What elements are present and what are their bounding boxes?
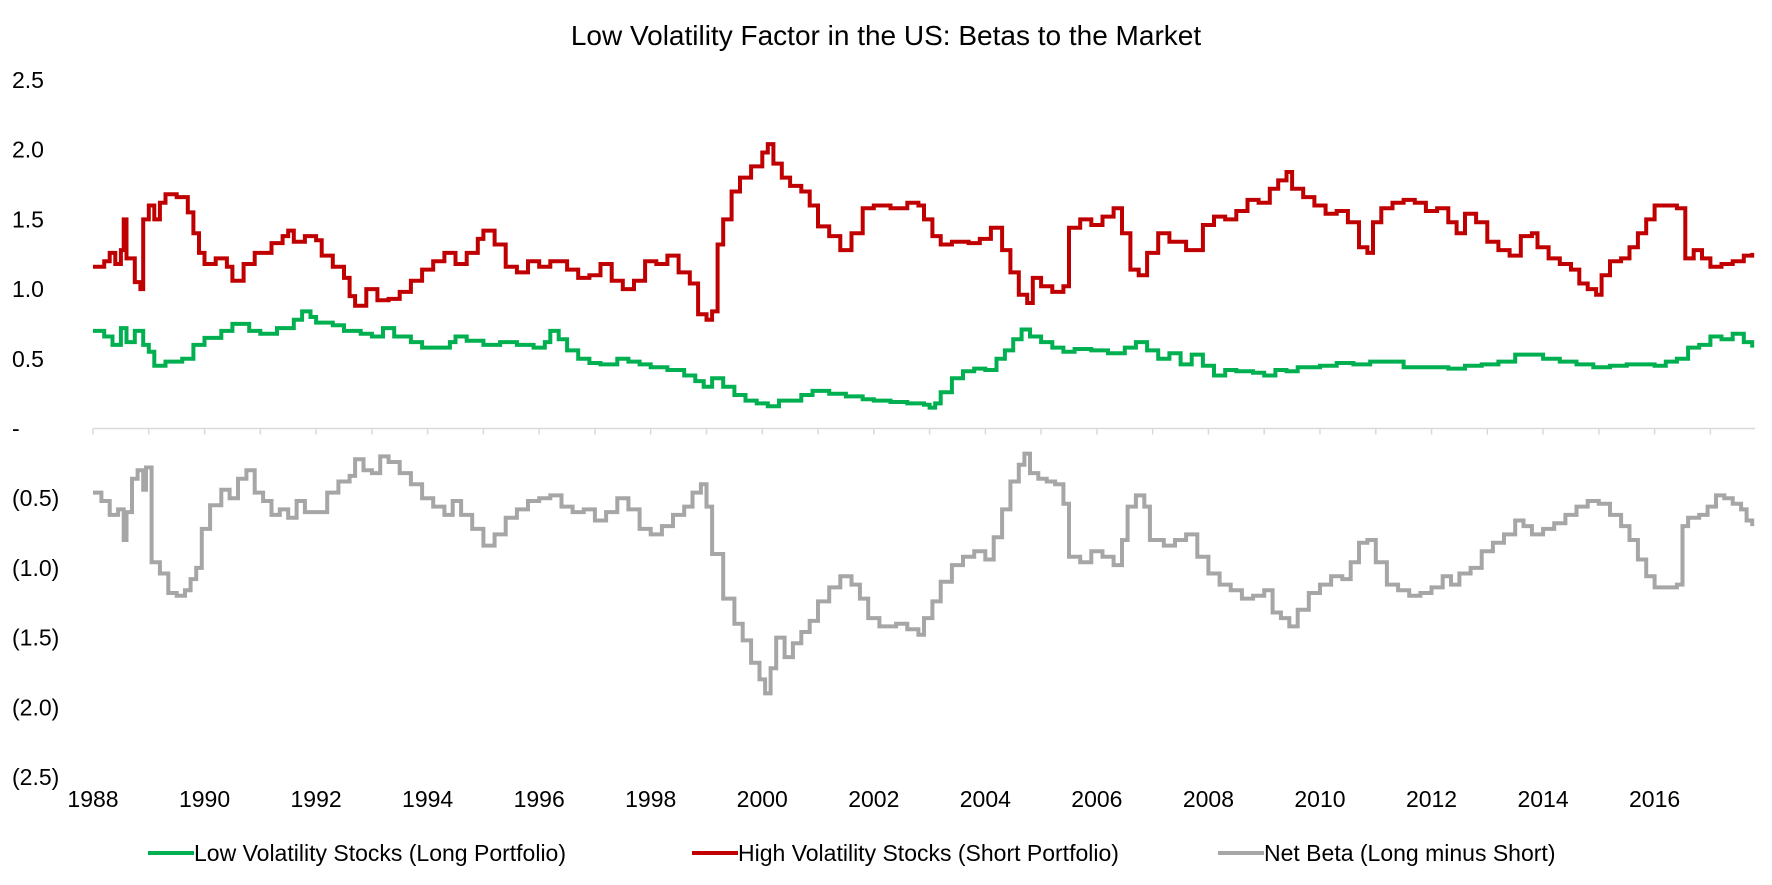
legend-label: Net Beta (Long minus Short) [1264,840,1555,866]
x-tick-label: 1992 [291,786,342,812]
x-tick-label: 2008 [1183,786,1234,812]
y-tick-label: 0.5 [12,346,44,372]
x-tick-label: 1998 [625,786,676,812]
legend-label: High Volatility Stocks (Short Portfolio) [738,840,1119,866]
y-tick-label: (1.5) [12,625,59,651]
y-axis: 2.5 2.0 1.5 1.0 0.5 - (0.5) (1.0) (1.5) (2.0) (2.5… [12,67,59,790]
x-tick-label: 1990 [179,786,230,812]
x-tick-label: 1988 [67,786,118,812]
x-tick-label: 2014 [1517,786,1568,812]
x-tick-label: 2016 [1629,786,1680,812]
series-line-high-volatility-stocks-short-portfolio [93,142,1755,322]
x-tick-label: 2006 [1071,786,1122,812]
x-tick-label: 1994 [402,786,453,812]
series-line-net-beta-long-minus-short [93,451,1755,696]
legend: Low Volatility Stocks (Long Portfolio) Hi… [148,840,1555,866]
x-tick-label: 2000 [737,786,788,812]
x-tick-label: 2002 [848,786,899,812]
series-line-low-volatility-stocks-long-portfolio [93,309,1755,410]
y-tick-label: (2.0) [12,694,59,720]
y-tick-label: 2.5 [12,67,44,93]
series-lines [93,142,1755,696]
x-tick-label: 2012 [1406,786,1457,812]
y-tick-label: - [12,416,20,442]
y-tick-label: 1.5 [12,206,44,232]
x-axis: 1988 1990 1992 1994 1996 1998 2000 2002 2004 2006… [67,427,1755,812]
x-tick-label: 2004 [960,786,1011,812]
legend-label: Low Volatility Stocks (Long Portfolio) [194,840,566,866]
chart-title: Low Volatility Factor in the US: Betas t… [571,20,1202,51]
x-tick-label: 2010 [1294,786,1345,812]
y-tick-label: 2.0 [12,137,44,163]
x-tick-label: 1996 [514,786,565,812]
y-tick-label: 1.0 [12,276,44,302]
y-tick-label: (1.0) [12,555,59,581]
y-tick-label: (0.5) [12,485,59,511]
y-tick-label: (2.5) [12,764,59,790]
